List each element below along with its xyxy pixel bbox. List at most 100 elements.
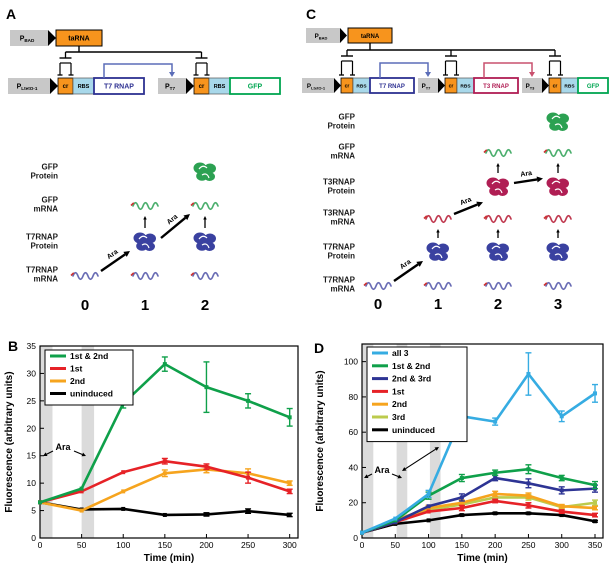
protein-fold (554, 253, 563, 259)
protein-blob-icon (193, 162, 216, 181)
panel-c-cascade-ladder: GFPProteinGFPmRNAT3RNAPProteinT3RNAPmRNA… (323, 112, 572, 313)
data-point-marker (204, 512, 209, 517)
protein-lobe (431, 246, 445, 258)
panel-b-label: B (8, 338, 19, 354)
promoter-arrow-icon (542, 78, 549, 93)
induction-step-number: 1 (141, 297, 149, 314)
data-point-marker (287, 489, 292, 494)
rbs-label: RBS (564, 84, 575, 90)
panel-a-circuit-diagram: PBAD taRNA PLtetO-1 cr RBS T7 RNAP PT7 cr RBS GFP (8, 29, 281, 95)
mrna-cr-tip (543, 215, 548, 220)
induction-step-number: 3 (554, 296, 562, 313)
gene-box (93, 77, 145, 95)
data-point-marker (559, 414, 564, 419)
data-point-marker (559, 476, 564, 481)
gene-box (369, 77, 415, 94)
data-point-marker (559, 513, 564, 518)
ladder-row-label: GFP (339, 113, 356, 122)
x-tick-label: 350 (588, 540, 602, 550)
protein-fold (198, 165, 208, 170)
ara-annotation-arrow-head (434, 447, 439, 451)
mrna-strand (72, 271, 99, 281)
induction-step-number: 2 (201, 297, 209, 314)
data-point-marker (493, 495, 498, 500)
plot-frame (39, 345, 299, 539)
promoter-name: PT7 (422, 83, 432, 91)
data-point-marker (162, 471, 167, 476)
ladder-row-label: GFP (339, 143, 356, 152)
cr-label: cr (553, 84, 558, 90)
data-point-marker (493, 419, 498, 424)
protein-fold (431, 245, 441, 250)
cr-label: cr (63, 84, 69, 90)
mrna-strand (192, 271, 219, 281)
y-tick-label: 10 (27, 478, 37, 488)
mrna-cr-tip (130, 272, 135, 277)
y-tick-label: 100 (344, 357, 358, 367)
data-point-marker (246, 398, 251, 403)
promoter-box (10, 30, 48, 46)
panel-b-fluorescence-chart: 0 50 100 150 200 250 300 0 5 10 15 20 25 30 35 Time (mi… (4, 341, 299, 564)
gene-box (473, 77, 519, 94)
ladder-row-label: mRNA (331, 218, 356, 227)
induction-up-arrow-head (556, 229, 560, 233)
series-line-2nd-3rd (361, 476, 596, 534)
ladder-row-label: Protein (327, 187, 355, 196)
ara-label: Ara (520, 170, 533, 179)
legend-item-label: all 3 (392, 348, 409, 358)
ara-annotation-arrow-head (81, 452, 86, 457)
panel-c-label: C (306, 6, 317, 22)
legend-item-label: 2nd & 3rd (392, 374, 431, 384)
x-tick-label: 300 (555, 540, 569, 550)
cr-label: cr (199, 84, 205, 90)
series-line-1st (39, 459, 291, 504)
ara-induction-arrow-head (416, 261, 423, 267)
mrna-cr-tip (363, 282, 368, 287)
data-point-marker (526, 511, 531, 516)
protein-lobe (551, 116, 565, 128)
protein-blob-icon (546, 242, 569, 261)
mrna-cr-tip (543, 282, 548, 287)
mrna-cr-tip (190, 202, 195, 207)
gene-label: GFP (248, 83, 263, 90)
ara-annotation-arrow (391, 473, 399, 478)
data-point-marker (360, 530, 364, 535)
activation-arrow (379, 62, 429, 78)
x-tick-label: 0 (360, 540, 365, 550)
y-tick-label: 0 (353, 533, 358, 543)
activation-arrow-head (529, 72, 535, 77)
data-point-marker (593, 500, 598, 505)
protein-blob-icon (486, 177, 509, 196)
protein-fold (551, 180, 561, 185)
mrna-cr-tip (543, 149, 548, 154)
ladder-row-label: T7RNAP (323, 243, 356, 252)
ladder-row-label: T7RNAP (323, 276, 356, 285)
protein-fold (551, 115, 561, 120)
induction-step-number: 0 (81, 297, 89, 314)
mrna-cr-tip (483, 215, 488, 220)
legend-item-label: 3rd (392, 412, 405, 422)
data-point-marker (559, 488, 564, 493)
data-point-marker (459, 506, 464, 511)
data-point-marker (593, 483, 598, 488)
promoter-box (8, 78, 50, 94)
rbs-label: RBS (460, 84, 471, 90)
mrna-cr-tip (483, 282, 488, 287)
mrna-icon (190, 201, 219, 211)
gene-label: T3 RNAP (483, 84, 509, 90)
x-axis-label: Time (min) (457, 553, 507, 564)
mrna-icon (130, 201, 159, 211)
x-tick-label: 150 (455, 540, 469, 550)
ladder-row-label: mRNA (331, 152, 356, 161)
legend-box (44, 349, 134, 406)
data-point-marker (459, 500, 464, 505)
mrna-strand (485, 281, 512, 291)
mrna-cr-tip (423, 282, 428, 287)
x-tick-label: 250 (521, 540, 535, 550)
mrna-icon (70, 271, 99, 281)
x-tick-label: 200 (488, 540, 502, 550)
data-point-marker (593, 519, 598, 524)
protein-fold (554, 123, 563, 129)
promoter-name: PBAD (315, 33, 328, 41)
